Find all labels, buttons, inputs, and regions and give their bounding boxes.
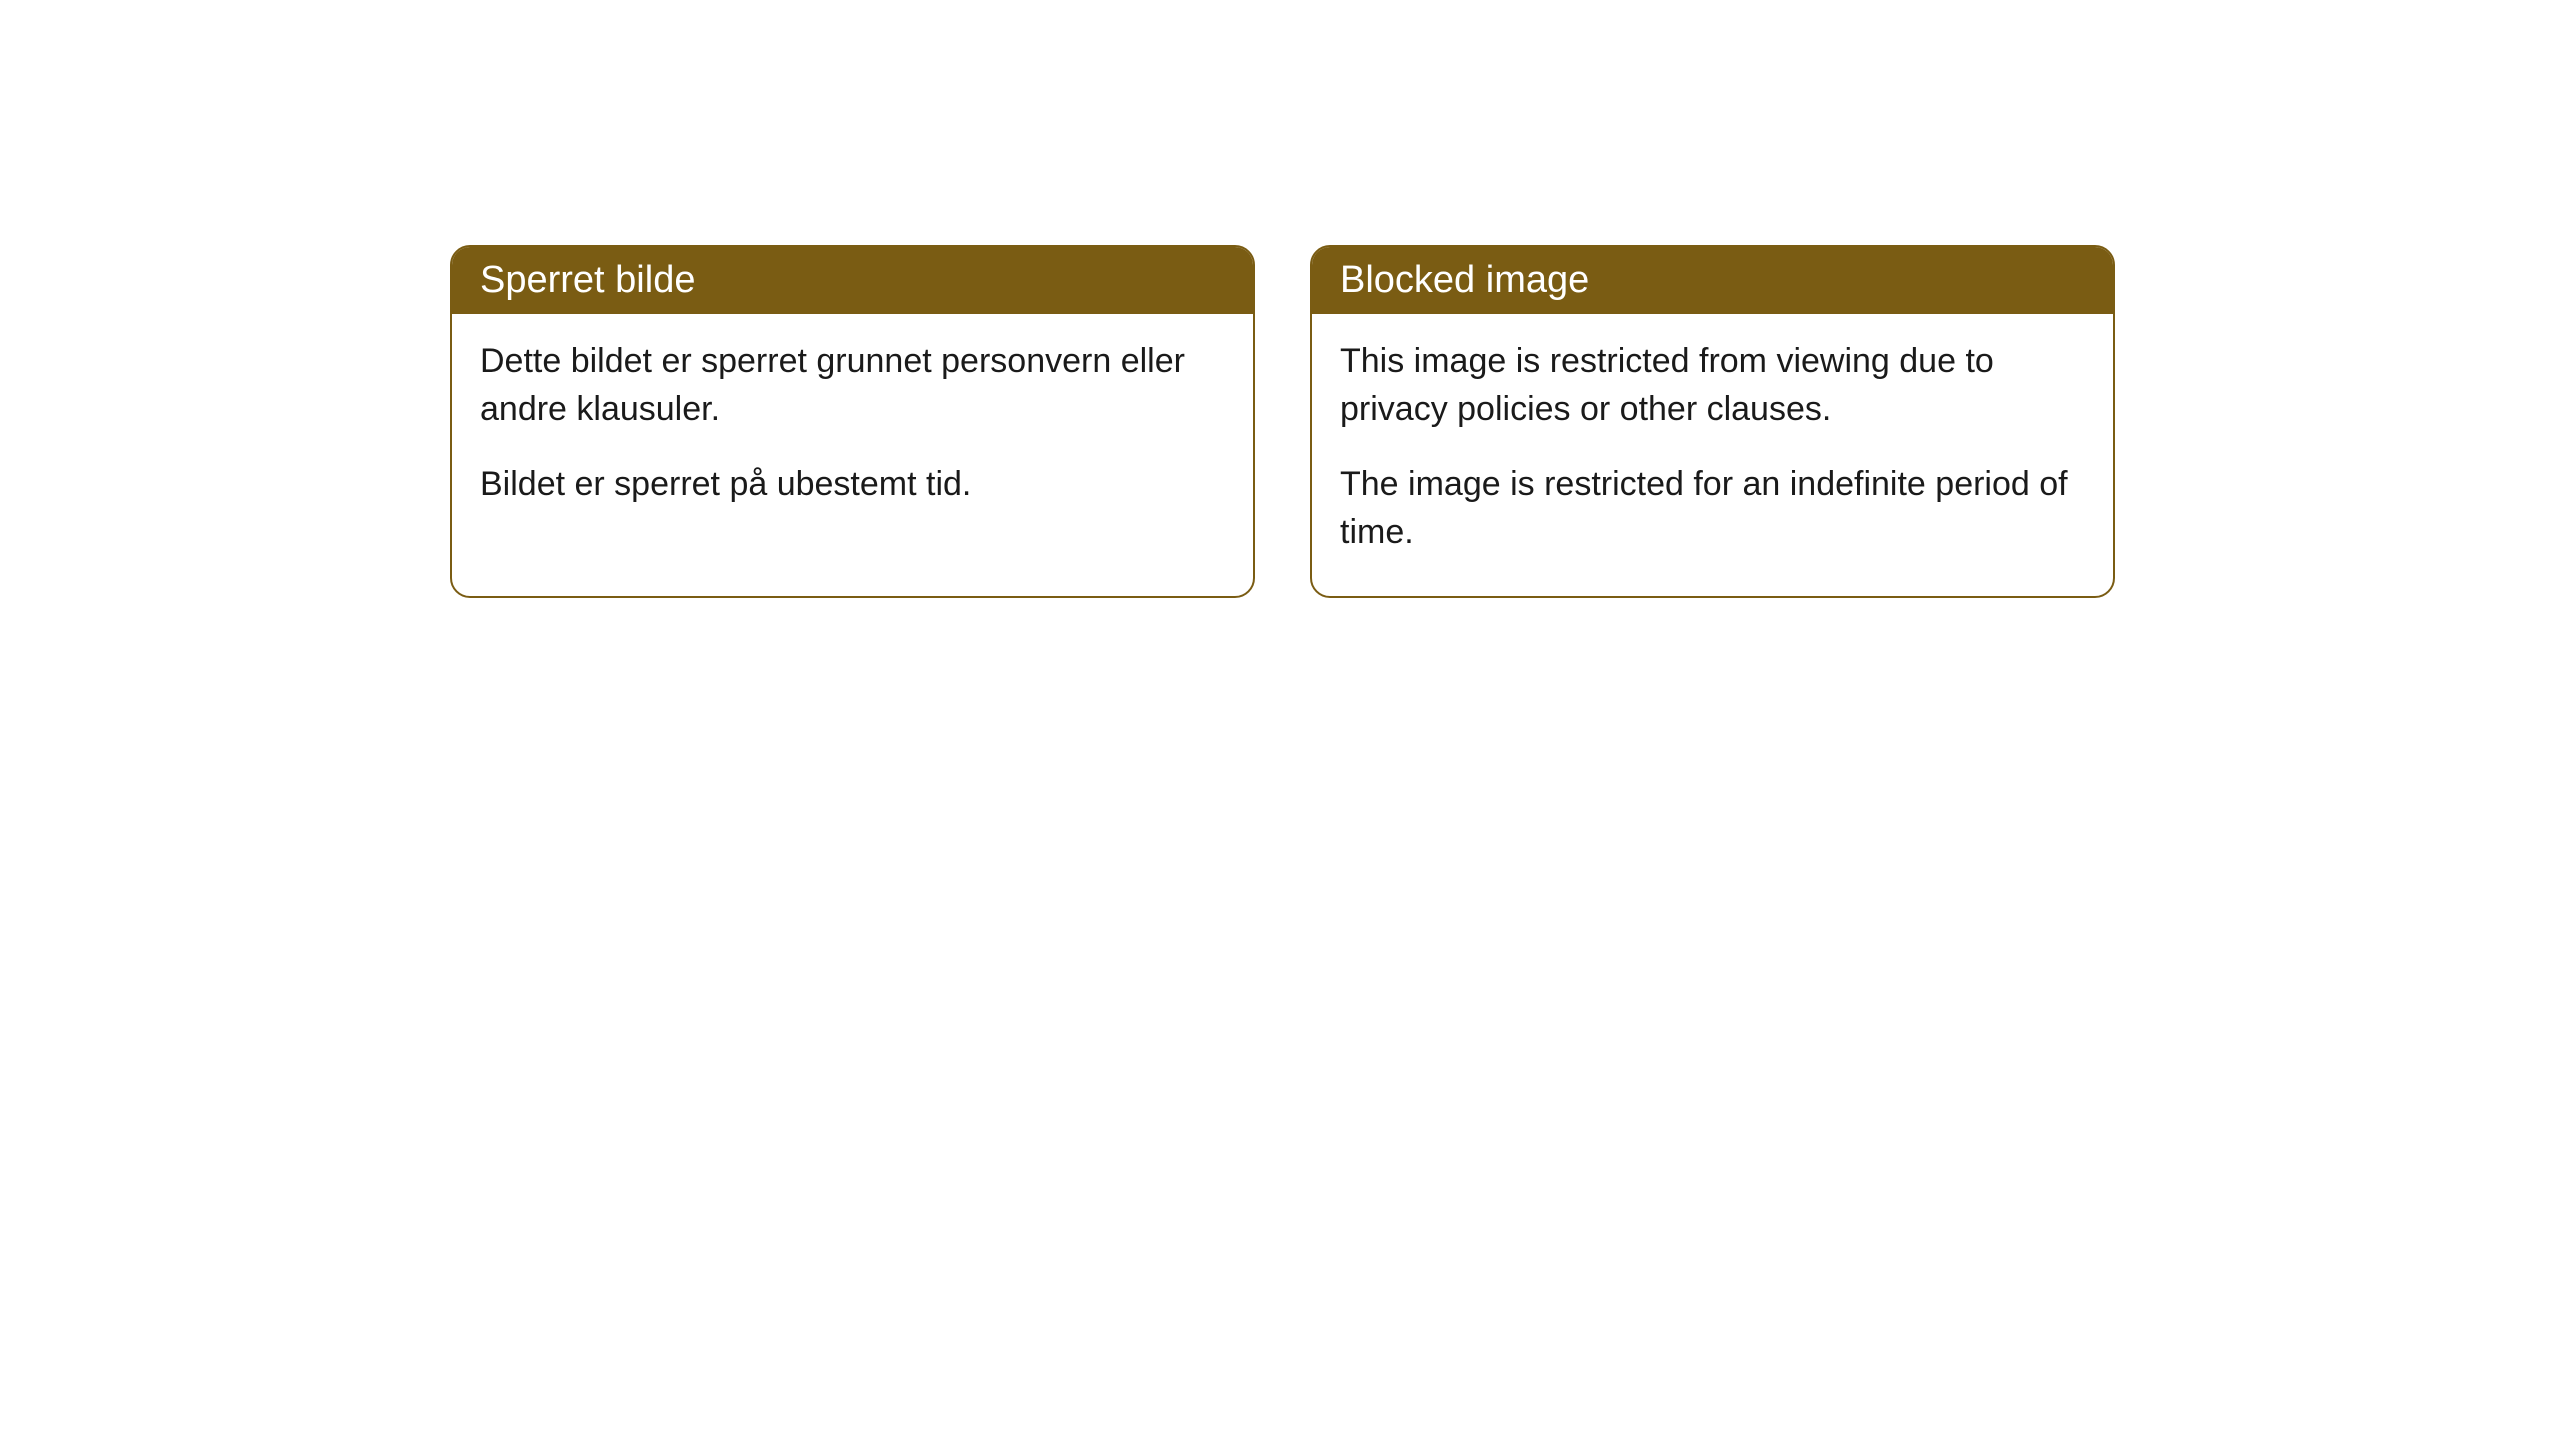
card-header: Blocked image	[1312, 247, 2113, 314]
card-paragraph: Bildet er sperret på ubestemt tid.	[480, 461, 1225, 509]
info-card-norwegian: Sperret bilde Dette bildet er sperret gr…	[450, 245, 1255, 598]
card-body: This image is restricted from viewing du…	[1312, 314, 2113, 596]
card-body: Dette bildet er sperret grunnet personve…	[452, 314, 1253, 549]
card-paragraph: Dette bildet er sperret grunnet personve…	[480, 338, 1225, 433]
card-title: Blocked image	[1340, 259, 1589, 301]
info-card-english: Blocked image This image is restricted f…	[1310, 245, 2115, 598]
card-title: Sperret bilde	[480, 259, 695, 301]
info-cards-container: Sperret bilde Dette bildet er sperret gr…	[450, 245, 2115, 598]
card-header: Sperret bilde	[452, 247, 1253, 314]
card-paragraph: The image is restricted for an indefinit…	[1340, 461, 2085, 556]
card-paragraph: This image is restricted from viewing du…	[1340, 338, 2085, 433]
